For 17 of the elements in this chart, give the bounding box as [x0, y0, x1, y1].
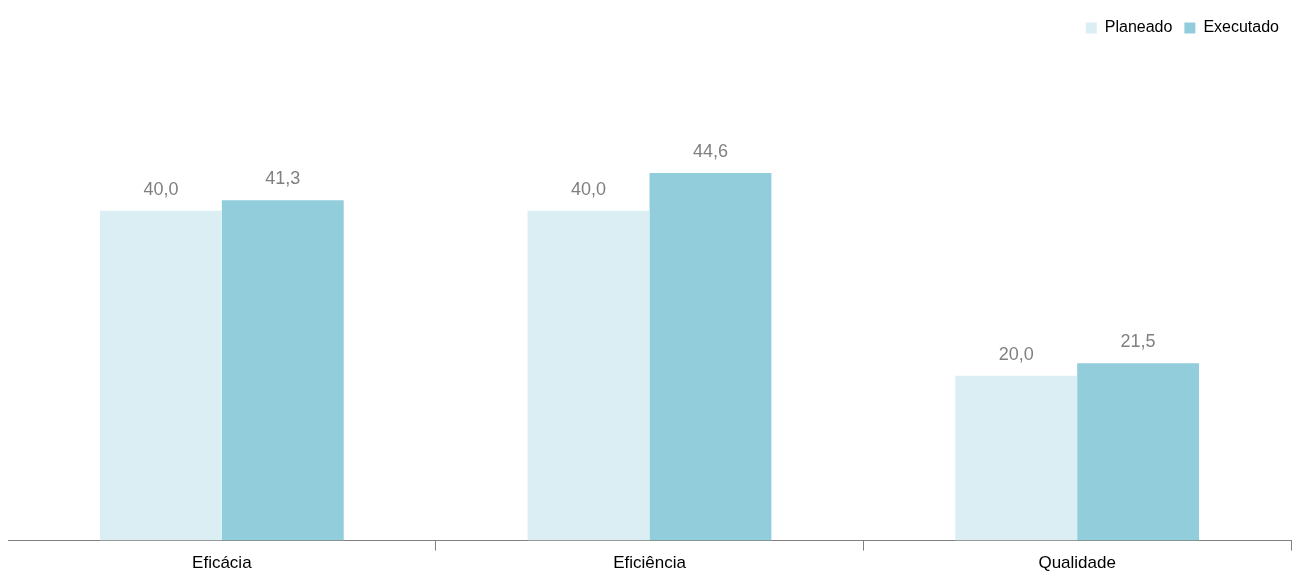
data-label: 44,6: [692, 140, 728, 161]
bar: [649, 172, 772, 541]
x-tick-label: Eficiência: [613, 553, 687, 573]
bar: [99, 210, 222, 541]
x-tick-label: Eficácia: [192, 553, 253, 573]
data-label: 20,0: [998, 343, 1034, 364]
legend-label: Planeado: [1104, 18, 1173, 36]
data-label: 21,5: [1120, 331, 1156, 352]
bar: [1077, 363, 1200, 541]
x-tick-label: Qualidade: [1038, 553, 1116, 573]
bar: [221, 200, 344, 541]
data-label: 41,3: [265, 168, 301, 189]
data-label: 40,0: [143, 178, 179, 199]
legend-label: Executado: [1203, 18, 1280, 36]
data-label: 40,0: [571, 178, 607, 199]
bar: [527, 210, 650, 541]
bar: [955, 375, 1078, 541]
